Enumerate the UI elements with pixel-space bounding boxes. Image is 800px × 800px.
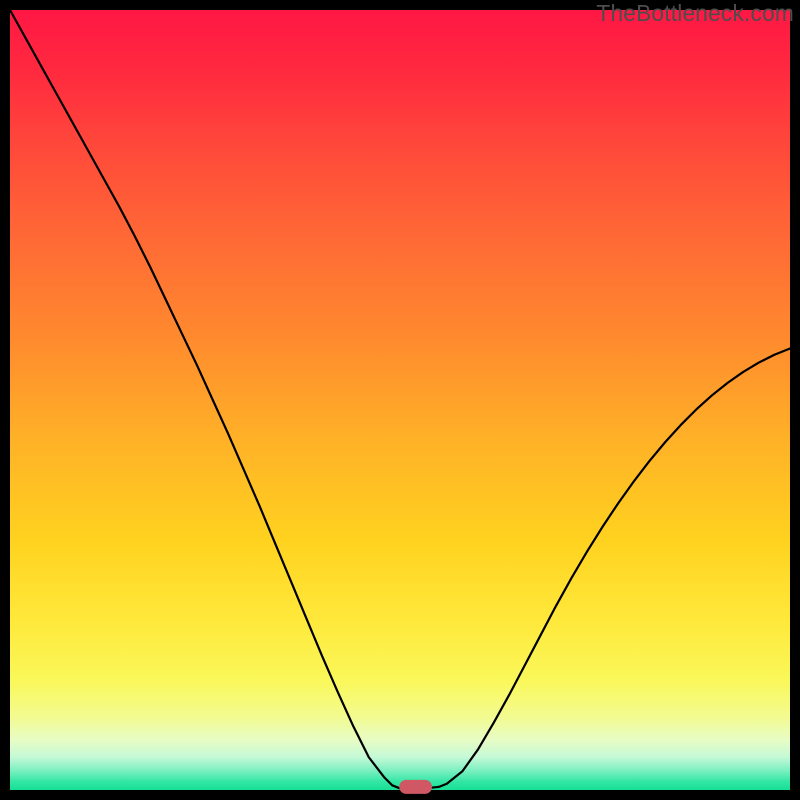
optimum-marker (399, 780, 432, 794)
attribution-label: TheBottleneck.com (596, 0, 794, 27)
plot-background (10, 10, 790, 790)
bottleneck-chart (0, 0, 800, 800)
